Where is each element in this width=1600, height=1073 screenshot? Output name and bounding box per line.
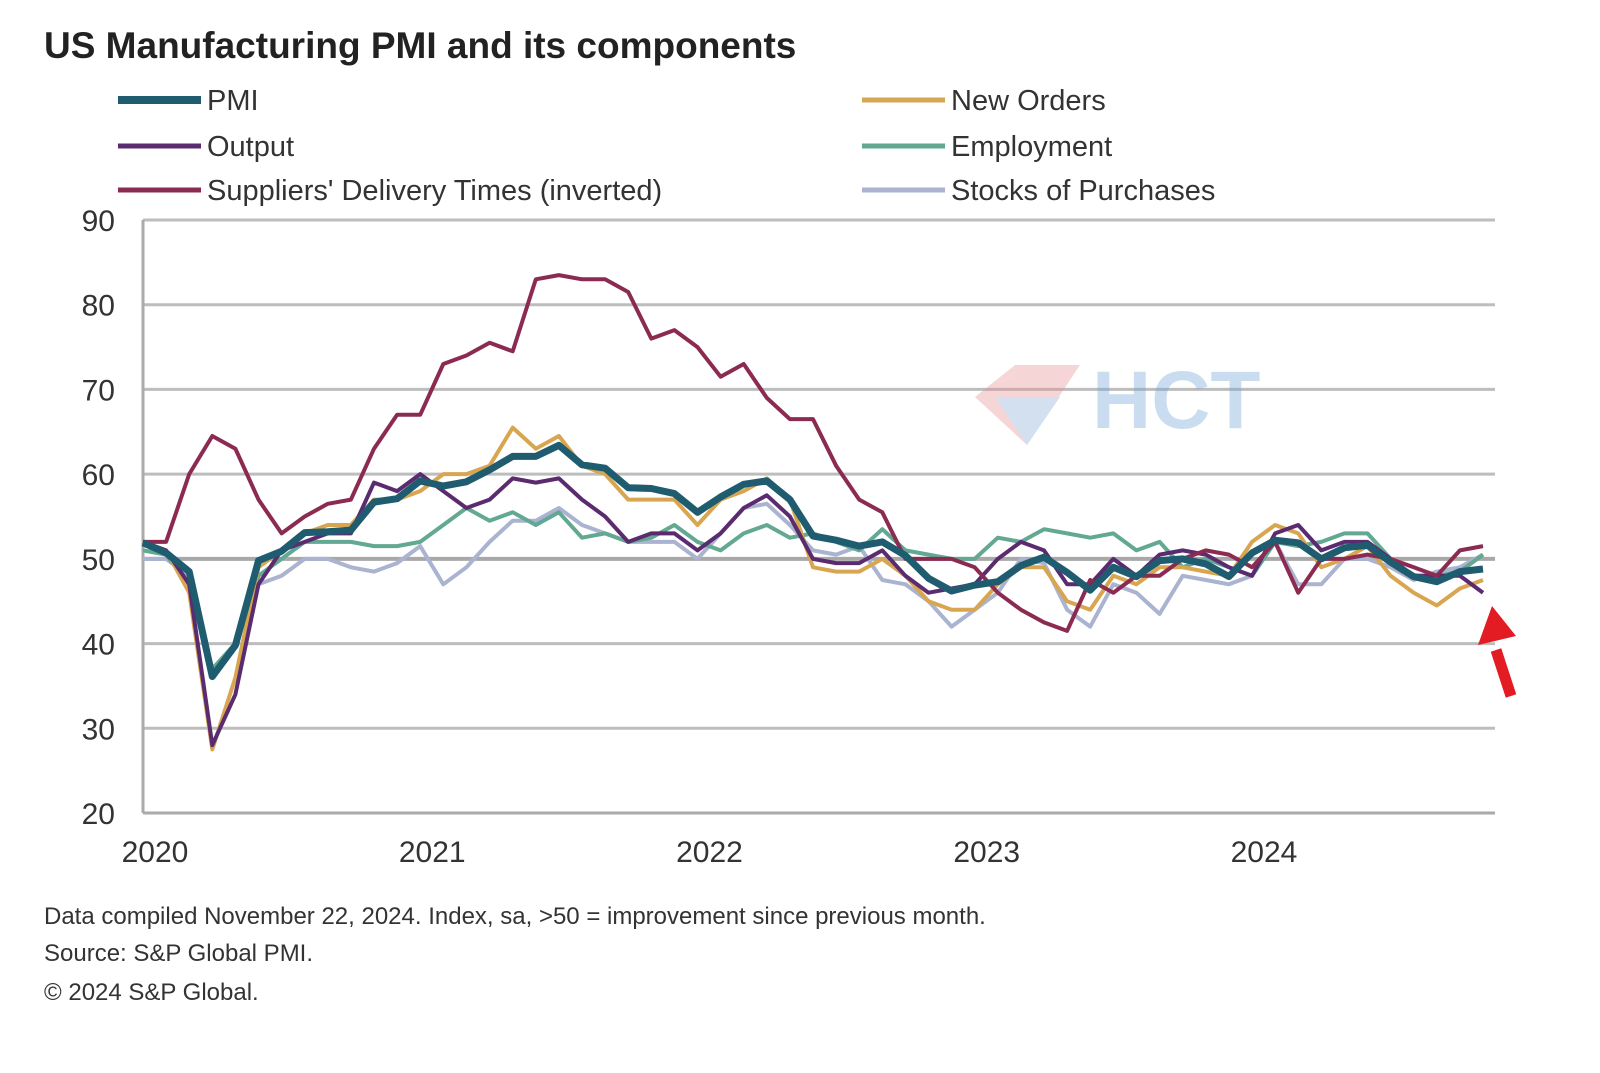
chart-title: US Manufacturing PMI and its components (44, 25, 796, 66)
watermark-text: HCT (1092, 355, 1261, 446)
y-tick-label: 50 (82, 544, 115, 577)
legend-label: Suppliers' Delivery Times (inverted) (207, 175, 662, 207)
legend-label: PMI (207, 85, 259, 117)
y-tick-label: 80 (82, 290, 115, 323)
series-line-suppliers-delivery-times-inverted- (143, 273, 1484, 633)
legend-label: Employment (951, 131, 1112, 163)
annotation-arrow-icon (1478, 606, 1517, 698)
x-tick-label: 2022 (676, 836, 743, 869)
y-tick-label: 20 (82, 798, 115, 831)
series-line-output (142, 472, 1485, 748)
series-line-new-orders (142, 425, 1484, 752)
gridlines (143, 218, 1495, 730)
y-tick-label: 40 (82, 629, 115, 662)
y-tick-label: 70 (82, 374, 115, 407)
legend-label: Output (207, 131, 294, 163)
footnote-1: Data compiled November 22, 2024. Index, … (44, 903, 986, 930)
axes: 20 30 40 50 60 70 80 90 2020 2021 2022 2023 2024 (82, 205, 1495, 869)
footnote-3: © 2024 S&P Global. (44, 979, 259, 1006)
y-tick-label: 30 (82, 713, 115, 746)
y-tick-label: 60 (82, 459, 115, 492)
footnote-2: Source: S&P Global PMI. (44, 940, 313, 967)
watermark-logo: HCT (975, 355, 1261, 446)
y-tick-label: 90 (82, 205, 115, 238)
x-tick-label: 2024 (1231, 836, 1298, 869)
legend: PMI Output Suppliers' Delivery Times (inve… (118, 85, 1215, 207)
watermark-diamond-lower-icon (995, 397, 1060, 445)
series-line-pmi (141, 441, 1484, 681)
legend-label: Stocks of Purchases (951, 175, 1215, 207)
legend-label: New Orders (951, 85, 1106, 117)
x-tick-label: 2021 (399, 836, 466, 869)
series-lines (141, 273, 1485, 752)
x-tick-label: 2023 (953, 836, 1020, 869)
watermark-diamond-icon (975, 365, 1080, 445)
x-tick-label: 2020 (122, 836, 189, 869)
